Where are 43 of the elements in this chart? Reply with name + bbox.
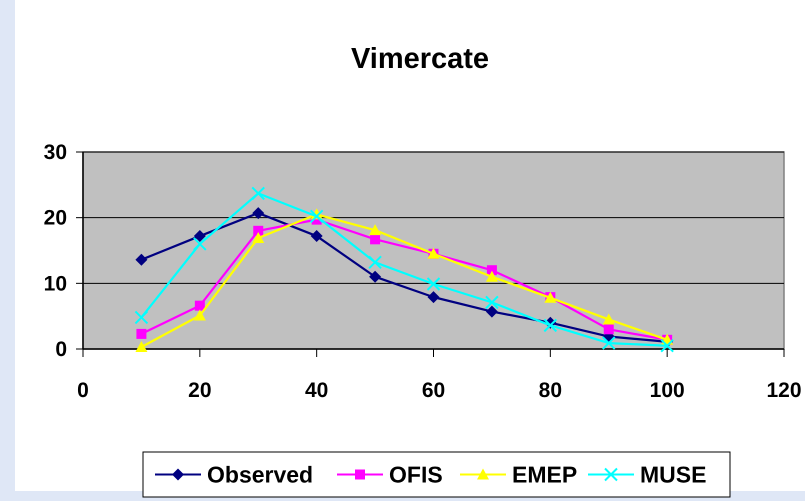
y-tick-label: 30 — [44, 141, 67, 164]
point — [310, 230, 323, 242]
point — [135, 341, 148, 352]
point — [370, 234, 380, 244]
point — [543, 318, 558, 332]
point — [368, 255, 382, 270]
x-tick-label: 0 — [77, 379, 89, 402]
point — [194, 310, 206, 321]
legend-label: EMEP — [512, 462, 578, 488]
point — [486, 270, 498, 282]
point — [428, 291, 440, 304]
point — [252, 207, 264, 220]
legend-label: MUSE — [640, 462, 706, 488]
point — [602, 313, 615, 324]
point — [135, 254, 148, 266]
x-tick-label: 20 — [188, 379, 212, 402]
point — [134, 310, 148, 324]
point — [484, 295, 499, 310]
legend-label: Observed — [207, 462, 314, 488]
point — [486, 306, 498, 318]
point — [369, 270, 382, 283]
point — [251, 186, 266, 200]
x-tick-label: 80 — [538, 379, 562, 402]
point — [310, 209, 324, 224]
x-tick-label: 100 — [650, 379, 685, 402]
point — [369, 224, 382, 236]
point — [252, 232, 264, 244]
y-tick-label: 10 — [44, 272, 67, 296]
x-tick-label: 40 — [304, 379, 328, 402]
y-tick-label: 20 — [44, 206, 67, 230]
point — [604, 324, 614, 334]
point — [426, 276, 440, 291]
point — [194, 300, 205, 311]
legend-label: OFIS — [389, 462, 443, 488]
point — [660, 338, 674, 353]
x-tick-label: 120 — [766, 379, 802, 402]
point — [194, 230, 206, 242]
chart-title: Vimercate — [350, 43, 490, 75]
x-tick-label: 60 — [422, 379, 446, 402]
point — [602, 336, 616, 350]
y-tick-label: 0 — [55, 338, 67, 361]
point — [136, 328, 146, 339]
point — [192, 236, 207, 251]
